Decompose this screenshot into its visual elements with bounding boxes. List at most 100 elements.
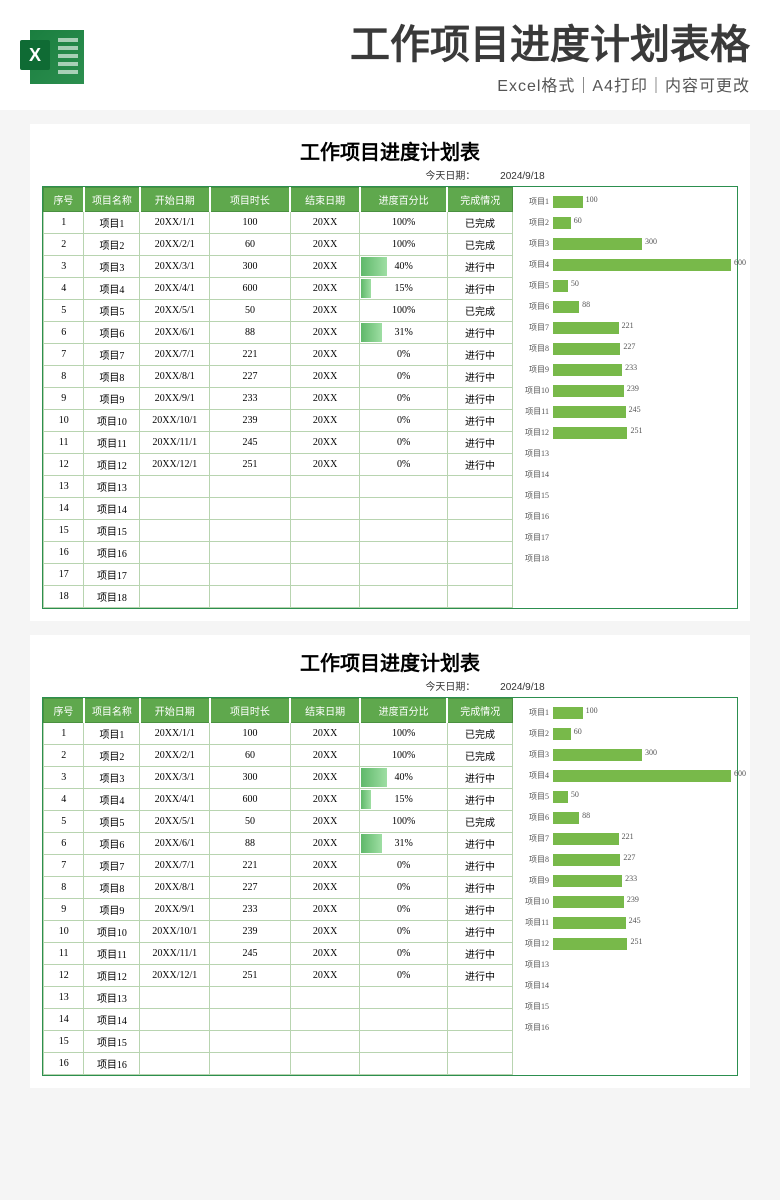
table-cell: 项目3 [84, 767, 140, 789]
duration-bar-chart: 项目1100项目260项目3300项目4600项目550项目688项目7221项… [513, 187, 737, 608]
col-header: 结束日期 [290, 699, 360, 723]
table-cell [140, 1031, 210, 1053]
sheet-preview-1: 工作项目进度计划表 今天日期： 2024/9/18 序号项目名称开始日期项目时长… [30, 124, 750, 621]
progress-fill [361, 279, 371, 298]
chart-bar-value: 60 [574, 727, 582, 736]
progress-text: 0% [397, 371, 410, 382]
table-cell: 进行中 [447, 921, 512, 943]
table-cell [447, 1009, 512, 1031]
chart-bar-row: 项目14 [519, 975, 731, 996]
progress-text: 0% [397, 437, 410, 448]
chart-bar-track: 300 [553, 749, 731, 761]
chart-bar-label: 项目6 [519, 301, 549, 312]
chart-bar-label: 项目16 [519, 511, 549, 522]
chart-bar-fill [553, 385, 624, 397]
table-cell: 项目17 [84, 564, 140, 586]
table-cell [447, 520, 512, 542]
chart-bar-track: 60 [553, 728, 731, 740]
table-cell: 20XX [290, 789, 360, 811]
table-cell: 16 [44, 1053, 84, 1075]
table-cell: 227 [210, 877, 291, 899]
chart-bar-label: 项目6 [519, 812, 549, 823]
table-cell: 0% [360, 943, 448, 965]
chart-bar-track: 100 [553, 707, 731, 719]
progress-text: 15% [394, 794, 412, 805]
chart-bar-row: 项目1100 [519, 702, 731, 723]
chart-bar-label: 项目2 [519, 728, 549, 739]
table-cell [210, 476, 291, 498]
table-cell [140, 520, 210, 542]
chart-bar-label: 项目9 [519, 364, 549, 375]
col-header: 结束日期 [290, 188, 360, 212]
table-cell: 221 [210, 344, 291, 366]
chart-bar-row: 项目9 233 [519, 359, 731, 380]
table-cell: 进行中 [447, 767, 512, 789]
progress-text: 0% [397, 904, 410, 915]
table-row: 3项目320XX/3/130020XX40%进行中 [44, 256, 513, 278]
chart-bar-label: 项目18 [519, 553, 549, 564]
chart-bar-fill [553, 707, 583, 719]
chart-bar-row: 项目3300 [519, 744, 731, 765]
table-cell [290, 586, 360, 608]
table-cell: 项目13 [84, 476, 140, 498]
table-row: 13项目13 [44, 476, 513, 498]
table-cell: 20XX/3/1 [140, 767, 210, 789]
sheet-title: 工作项目进度计划表 [42, 136, 738, 165]
table-cell [360, 498, 448, 520]
table-cell: 20XX [290, 921, 360, 943]
table-cell: 20XX [290, 723, 360, 745]
project-table: 序号项目名称开始日期项目时长结束日期进度百分比完成情况 1项目120XX/1/1… [43, 698, 513, 1075]
table-cell: 7 [44, 855, 84, 877]
chart-bar-row: 项目12 251 [519, 933, 731, 954]
sheet-date-line: 今天日期： 2024/9/18 [42, 678, 738, 693]
table-cell: 0% [360, 410, 448, 432]
chart-bar-label: 项目12 [519, 938, 549, 949]
table-cell: 100% [360, 723, 448, 745]
chart-bar-row: 项目18 [519, 548, 731, 569]
chart-bar-value: 88 [582, 811, 590, 820]
table-cell: 已完成 [447, 212, 512, 234]
table-cell: 20XX [290, 388, 360, 410]
chart-bar-track: 227 [553, 854, 731, 866]
chart-bar-fill [553, 812, 579, 824]
chart-bar-track: 300 [553, 238, 731, 250]
table-cell: 8 [44, 877, 84, 899]
table-header-row: 序号项目名称开始日期项目时长结束日期进度百分比完成情况 [44, 699, 513, 723]
duration-bar-chart: 项目1100项目260项目3300项目4600项目550项目688项目7221项… [513, 698, 737, 1075]
chart-bar-label: 项目13 [519, 448, 549, 459]
chart-bar-value: 233 [625, 363, 637, 372]
table-cell: 15% [360, 789, 448, 811]
chart-bar-fill [553, 259, 731, 271]
table-cell: 20XX [290, 943, 360, 965]
table-cell [140, 542, 210, 564]
table-cell: 项目15 [84, 1031, 140, 1053]
table-cell [360, 1031, 448, 1053]
table-cell: 4 [44, 789, 84, 811]
table-cell: 20XX [290, 745, 360, 767]
table-cell: 进行中 [447, 388, 512, 410]
table-cell: 100 [210, 212, 291, 234]
chart-bar-value: 245 [629, 916, 641, 925]
col-header: 完成情况 [447, 699, 512, 723]
table-cell [140, 1053, 210, 1075]
chart-bar-value: 227 [623, 342, 635, 351]
progress-text: 100% [392, 239, 415, 250]
chart-bar-label: 项目4 [519, 259, 549, 270]
table-cell: 60 [210, 234, 291, 256]
table-cell [360, 520, 448, 542]
table-cell: 20XX [290, 410, 360, 432]
chart-bar-value: 300 [645, 748, 657, 757]
table-row: 4项目420XX/4/160020XX15%进行中 [44, 278, 513, 300]
table-cell: 0% [360, 877, 448, 899]
chart-bar-track: 251 [553, 938, 731, 950]
chart-bar-row: 项目6 88 [519, 807, 731, 828]
chart-bar-track: 245 [553, 917, 731, 929]
table-row: 11项目1120XX/11/124520XX0%进行中 [44, 432, 513, 454]
table-cell: 227 [210, 366, 291, 388]
table-header-row: 序号项目名称开始日期项目时长结束日期进度百分比完成情况 [44, 188, 513, 212]
table-cell: 14 [44, 498, 84, 520]
chart-bar-track [553, 469, 731, 481]
date-label: 今天日期： [425, 171, 475, 182]
table-cell: 20XX/2/1 [140, 234, 210, 256]
table-cell: 项目4 [84, 789, 140, 811]
